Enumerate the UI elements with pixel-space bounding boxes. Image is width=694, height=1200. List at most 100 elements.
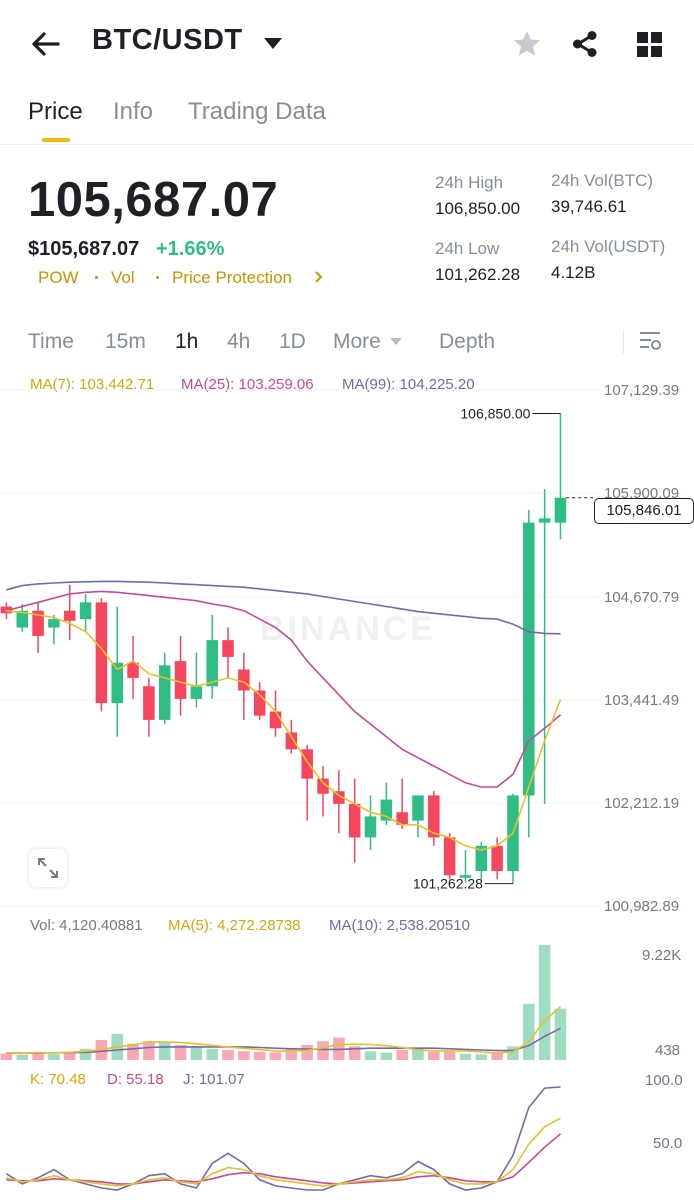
- tag-separator: [156, 276, 159, 279]
- timeframe-15m[interactable]: 15m: [105, 330, 146, 353]
- star-icon[interactable]: [511, 28, 543, 60]
- candle-body: [301, 749, 313, 779]
- candle-body: [269, 711, 282, 729]
- stat-24h-vol-usdt-value: 4.12B: [551, 263, 596, 282]
- volume-bar: [190, 1046, 203, 1060]
- volume-bar: [0, 1053, 13, 1060]
- volume-bar: [127, 1043, 139, 1060]
- candle-body: [63, 610, 76, 621]
- kdj-axis-label: 100.0: [645, 1072, 683, 1089]
- stat-24h-low-value: 101,262.28: [435, 265, 521, 284]
- stat-24h-vol-btc-label: 24h Vol(BTC): [551, 171, 654, 190]
- timeframe-more[interactable]: More: [333, 330, 381, 353]
- ma7-label: MA(7): 103,442.71: [30, 376, 155, 393]
- volume-bar: [475, 1054, 488, 1060]
- current-price-tag: 105,846.01: [594, 498, 694, 524]
- candle-body: [206, 640, 218, 687]
- price-axis-label: 102,212.19: [604, 795, 680, 812]
- volume-bar: [348, 1046, 361, 1060]
- candle-body: [127, 662, 139, 678]
- candle-body: [317, 778, 329, 794]
- candle-body: [285, 732, 298, 750]
- volume-bar: [222, 1050, 234, 1060]
- timeframe-1d[interactable]: 1D: [279, 330, 306, 353]
- tag-pow[interactable]: POW: [38, 268, 79, 287]
- share-icon[interactable]: [569, 28, 601, 60]
- ma7-line: [6, 609, 562, 851]
- timeframe-4h[interactable]: 4h: [227, 330, 251, 353]
- volume-bar: [63, 1053, 76, 1060]
- stat-24h-high-value: 106,850.00: [435, 199, 521, 218]
- volume-bar: [523, 1003, 535, 1060]
- candle-body: [190, 686, 203, 699]
- stat-24h-vol-usdt-label: 24h Vol(USDT): [551, 237, 666, 256]
- divider: [623, 330, 624, 354]
- volume-bar: [380, 1052, 393, 1060]
- tab-bar: Price Info Trading Data: [0, 92, 694, 145]
- timeframe-1h[interactable]: 1h: [175, 330, 199, 353]
- tab-price[interactable]: Price: [28, 98, 83, 125]
- kdj-d-label: D: 55.18: [107, 1071, 164, 1088]
- volume-bar: [364, 1051, 377, 1060]
- volume-bar: [79, 1048, 92, 1060]
- volume-bar: [158, 1042, 171, 1060]
- dropdown-caret-icon[interactable]: [264, 38, 282, 49]
- tag-separator: [95, 276, 98, 279]
- volume-ma5-line: [6, 1006, 562, 1054]
- candle-body: [554, 497, 567, 523]
- ma99-label: MA(99): 104,225.20: [342, 376, 475, 393]
- tag-price-protection[interactable]: Price Protection: [172, 268, 292, 287]
- candle-body: [158, 665, 171, 720]
- watermark: BINANCE: [260, 610, 436, 648]
- volume-bar: [143, 1041, 155, 1060]
- candle-body: [523, 522, 535, 796]
- kdj-k-line: [6, 1117, 561, 1187]
- tab-trading-data[interactable]: Trading Data: [188, 98, 326, 125]
- tag-vol[interactable]: Vol: [111, 268, 135, 287]
- volume-bar: [507, 1046, 519, 1060]
- volume-bar: [301, 1045, 313, 1060]
- candle-body: [222, 640, 234, 657]
- chart-settings-icon[interactable]: [637, 328, 663, 359]
- candle-body: [79, 602, 92, 620]
- current-price-value: 105,846.01: [606, 502, 682, 519]
- fullscreen-button[interactable]: [29, 849, 67, 887]
- volume-bar: [459, 1053, 472, 1060]
- candle-body: [348, 803, 361, 838]
- volume-bar: [396, 1050, 408, 1060]
- candle-body: [364, 816, 377, 838]
- candle-body: [253, 690, 266, 716]
- volume-bar: [554, 1008, 567, 1060]
- pair-title[interactable]: BTC/USDT: [92, 24, 243, 56]
- volume-bar: [412, 1048, 424, 1060]
- volume-bar: [443, 1051, 456, 1060]
- volume-axis-label: 438: [655, 1042, 681, 1059]
- candle-body: [443, 837, 456, 876]
- volume-bar: [428, 1051, 440, 1060]
- candle-body: [48, 619, 60, 628]
- volume-bar: [206, 1048, 218, 1060]
- grid-icon[interactable]: [634, 28, 666, 60]
- ma25-line: [6, 590, 562, 788]
- volume-ma10-line: [6, 1027, 561, 1054]
- more-caret-icon[interactable]: [390, 338, 402, 345]
- volume-axis-label: 9.22K: [642, 947, 682, 964]
- high-marker-label: 106,850.00: [460, 405, 530, 421]
- kdj-j-line: [5, 1086, 561, 1191]
- tab-depth[interactable]: Depth: [439, 330, 496, 353]
- chevron-right-icon[interactable]: [314, 270, 324, 289]
- back-arrow-icon[interactable]: [28, 26, 64, 62]
- candle-body: [16, 610, 28, 628]
- volume-bar: [174, 1045, 187, 1060]
- price-axis-label: 103,441.49: [604, 692, 680, 709]
- kdj-j-label: J: 101.07: [183, 1071, 245, 1088]
- volume-bar: [32, 1052, 44, 1060]
- volume-bar: [491, 1053, 503, 1060]
- price-axis-label: 105,900.09: [604, 485, 680, 502]
- candle-body: [32, 610, 44, 636]
- candle-body: [428, 795, 440, 838]
- tab-info[interactable]: Info: [113, 98, 154, 125]
- expand-icon: [38, 858, 58, 878]
- timeframe-time[interactable]: Time: [28, 330, 74, 353]
